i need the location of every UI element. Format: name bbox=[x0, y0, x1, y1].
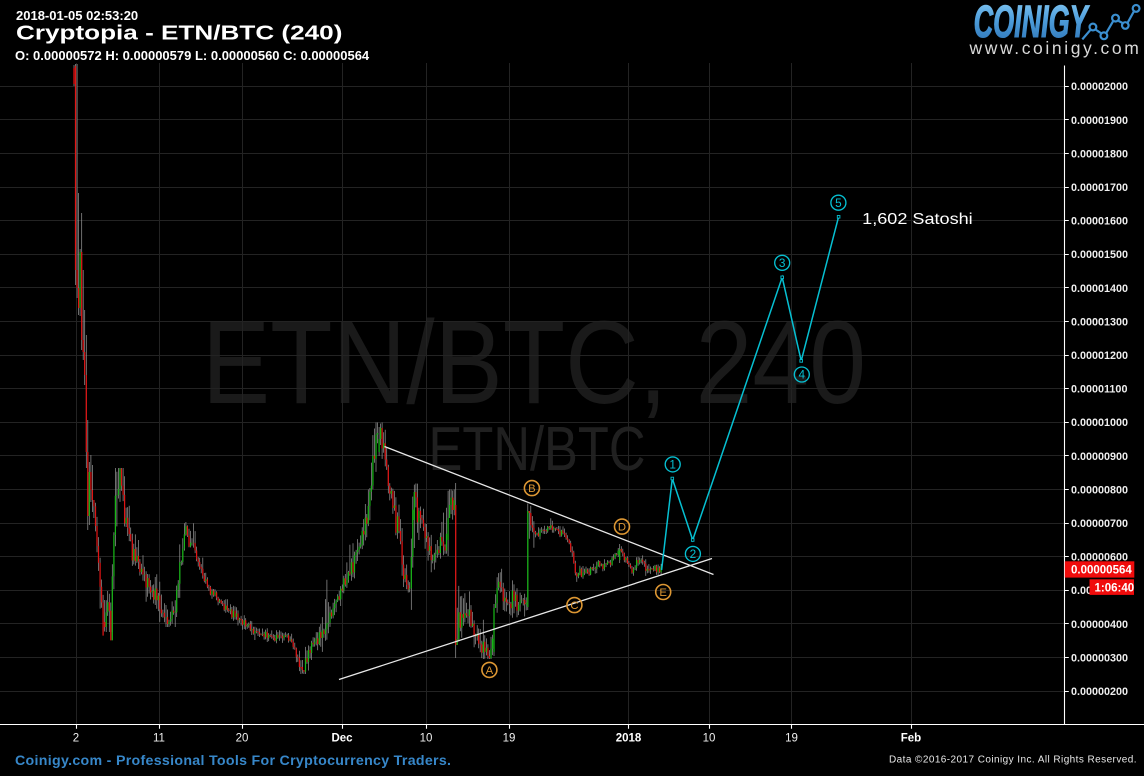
svg-text:Dec: Dec bbox=[331, 733, 353, 745]
svg-text:0.00001300: 0.00001300 bbox=[1071, 316, 1128, 328]
svg-text:0.00001800: 0.00001800 bbox=[1071, 148, 1128, 160]
svg-text:COINIGY: COINIGY bbox=[974, 0, 1090, 47]
svg-text:0.00001200: 0.00001200 bbox=[1071, 350, 1128, 362]
svg-text:www.coinigy.com: www.coinigy.com bbox=[969, 38, 1142, 58]
svg-text:B: B bbox=[528, 483, 536, 495]
svg-text:4: 4 bbox=[799, 368, 806, 382]
svg-text:0.00000700: 0.00000700 bbox=[1071, 518, 1128, 530]
svg-text:0.00000600: 0.00000600 bbox=[1071, 552, 1128, 564]
svg-text:2: 2 bbox=[73, 733, 79, 745]
svg-text:0.00000800: 0.00000800 bbox=[1071, 484, 1128, 496]
svg-text:1:06:40: 1:06:40 bbox=[1095, 582, 1135, 594]
svg-text:0.00002000: 0.00002000 bbox=[1071, 81, 1128, 93]
svg-text:A: A bbox=[486, 665, 494, 677]
svg-text:5: 5 bbox=[835, 196, 842, 210]
svg-text:2: 2 bbox=[690, 547, 697, 561]
svg-text:1,602 Satoshi: 1,602 Satoshi bbox=[862, 210, 973, 228]
svg-text:20: 20 bbox=[236, 733, 249, 745]
svg-text:10: 10 bbox=[420, 733, 433, 745]
svg-text:0.00001000: 0.00001000 bbox=[1071, 417, 1128, 429]
svg-text:2018: 2018 bbox=[616, 733, 642, 745]
svg-text:0.00001100: 0.00001100 bbox=[1071, 384, 1127, 396]
svg-text:E: E bbox=[659, 587, 667, 599]
svg-text:0.00000564: 0.00000564 bbox=[1071, 565, 1132, 577]
svg-text:2018-01-05 02:53:20: 2018-01-05 02:53:20 bbox=[16, 8, 138, 23]
svg-text:0.00000200: 0.00000200 bbox=[1071, 686, 1128, 698]
svg-text:19: 19 bbox=[785, 733, 798, 745]
svg-text:3: 3 bbox=[779, 256, 786, 270]
svg-text:0.00001500: 0.00001500 bbox=[1071, 249, 1128, 261]
svg-text:C: C bbox=[570, 600, 578, 612]
svg-text:0.00001400: 0.00001400 bbox=[1071, 283, 1128, 295]
svg-text:0.00001700: 0.00001700 bbox=[1071, 182, 1128, 194]
svg-text:D: D bbox=[618, 522, 626, 534]
svg-text:Cryptopia - ETN/BTC (240): Cryptopia - ETN/BTC (240) bbox=[16, 21, 342, 44]
svg-text:0.00001600: 0.00001600 bbox=[1071, 216, 1128, 228]
svg-text:0.00000300: 0.00000300 bbox=[1071, 652, 1128, 664]
svg-text:Data ©2016-2017 Coinigy Inc. A: Data ©2016-2017 Coinigy Inc. All Rights … bbox=[889, 755, 1137, 766]
svg-text:Feb: Feb bbox=[901, 733, 921, 745]
svg-text:10: 10 bbox=[703, 733, 716, 745]
svg-text:0.00000900: 0.00000900 bbox=[1071, 451, 1128, 463]
svg-text:19: 19 bbox=[503, 733, 516, 745]
svg-text:1: 1 bbox=[669, 458, 676, 472]
svg-text:O: 0.00000572 H: 0.00000579 L:: O: 0.00000572 H: 0.00000579 L: 0.0000056… bbox=[15, 48, 370, 63]
svg-text:ETN/BTC: ETN/BTC bbox=[429, 415, 646, 484]
svg-text:11: 11 bbox=[153, 733, 165, 745]
svg-text:ETN/BTC, 240: ETN/BTC, 240 bbox=[202, 297, 866, 429]
svg-text:0.00000400: 0.00000400 bbox=[1071, 619, 1128, 631]
svg-text:Coinigy.com - Professional Too: Coinigy.com - Professional Tools For Cry… bbox=[15, 753, 451, 769]
svg-text:0.00001900: 0.00001900 bbox=[1071, 115, 1128, 127]
